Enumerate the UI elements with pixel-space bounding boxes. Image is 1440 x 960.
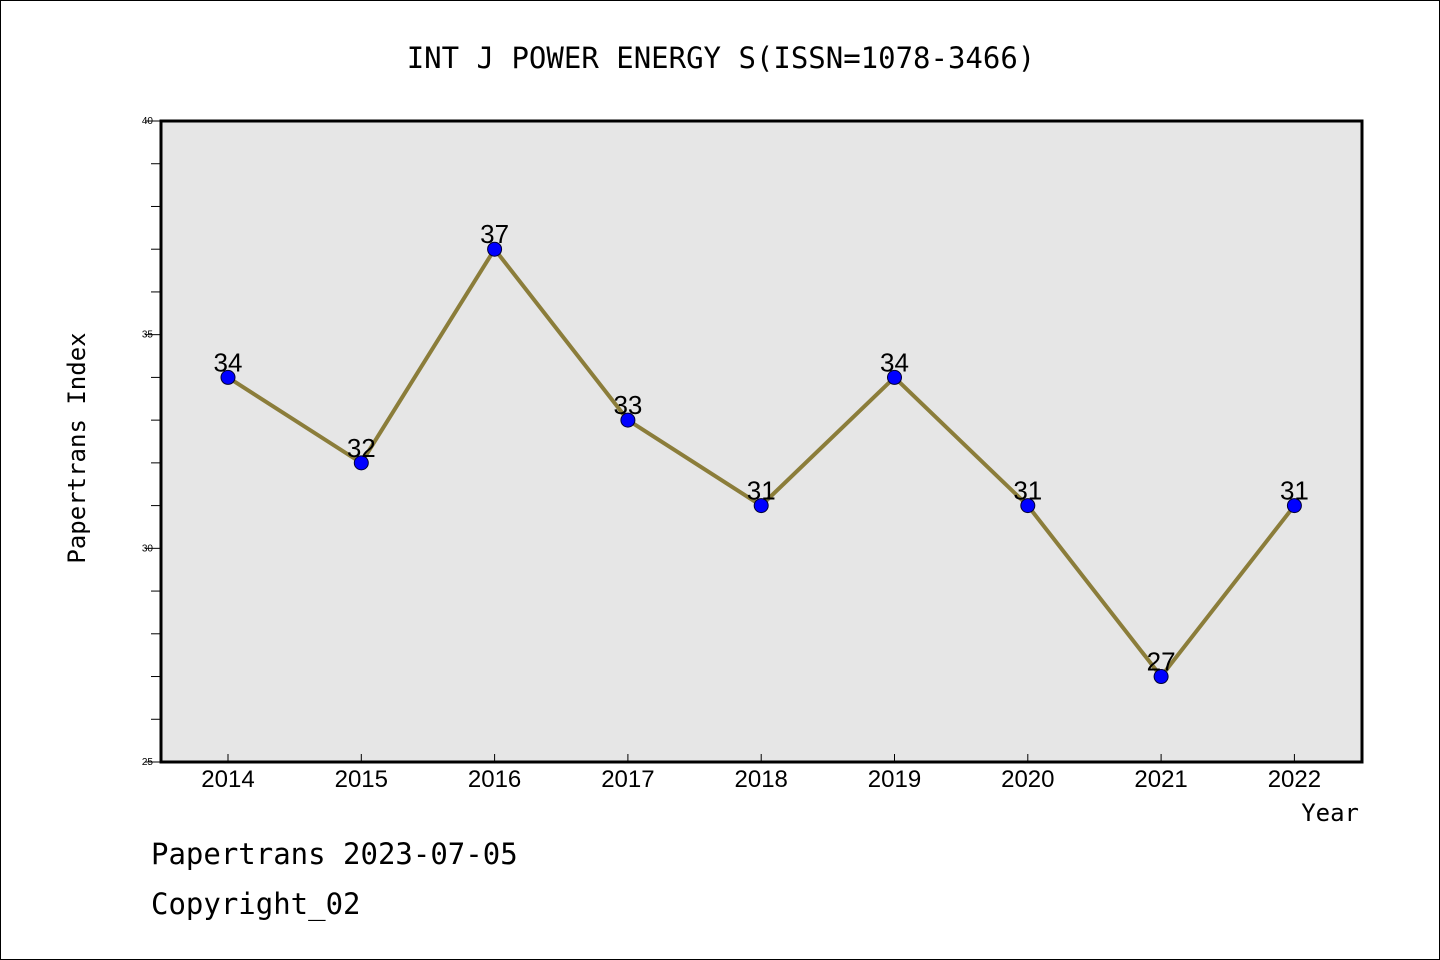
data-label: 31	[1013, 476, 1042, 506]
data-label: 33	[613, 390, 642, 420]
data-label: 34	[214, 347, 243, 377]
x-tick-label: 2017	[601, 766, 654, 793]
data-point	[887, 369, 902, 385]
footer-copyright: Copyright_02	[151, 887, 361, 921]
chart-title: INT J POWER ENERGY S(ISSN=1078-3466)	[407, 41, 1036, 75]
data-label: 27	[1147, 647, 1176, 677]
footer-date: Papertrans 2023-07-05	[151, 837, 518, 871]
data-point	[487, 241, 503, 257]
data-point	[1020, 498, 1036, 514]
data-label: 34	[880, 347, 909, 377]
plot-area	[159, 119, 1364, 764]
x-tick-label: 2016	[468, 766, 521, 793]
x-tick-label: 2015	[335, 766, 388, 793]
x-tick-label: 2021	[1134, 766, 1187, 793]
data-point	[1286, 498, 1302, 514]
data-point	[620, 412, 636, 428]
data-label: 37	[480, 219, 509, 249]
x-tick-label: 2022	[1268, 766, 1321, 793]
y-tick-label: 40	[142, 116, 154, 127]
x-tick-label: 2020	[1001, 766, 1054, 793]
data-label: 32	[347, 433, 376, 463]
y-tick-label: 25	[142, 757, 154, 768]
data-point	[753, 498, 769, 514]
x-tick-label: 2014	[201, 766, 254, 793]
data-point	[220, 369, 236, 385]
data-labels: 34 32 37 33 31 34 31 27 31	[214, 219, 1309, 676]
data-points	[220, 241, 1302, 685]
x-tick-label: 2018	[735, 766, 788, 793]
data-point	[1153, 669, 1169, 685]
data-point	[353, 455, 369, 471]
x-tick-label: 2019	[868, 766, 921, 793]
x-axis-label: Year	[1301, 799, 1359, 827]
y-axis: 25 30 35 40	[142, 116, 161, 768]
data-label: 31	[1280, 476, 1309, 506]
y-tick-label: 30	[142, 543, 154, 554]
data-label: 31	[747, 476, 776, 506]
y-tick-label: 35	[142, 330, 154, 341]
x-axis: 2014 2015 2016 2017 2018 2019 2020 2021 2022	[201, 754, 1321, 793]
y-axis-label: Papertrans Index	[63, 332, 91, 563]
